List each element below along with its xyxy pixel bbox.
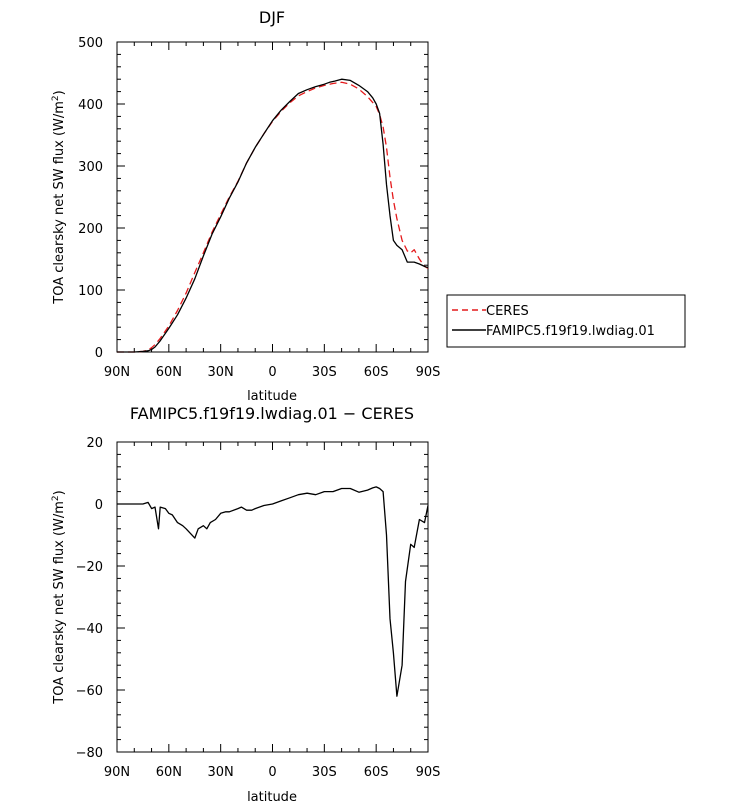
legend: CERES FAMIPC5.f19f19.lwdiag.01 [446, 294, 686, 348]
top-y-tick-label: 100 [78, 284, 103, 299]
bottom-chart-title: FAMIPC5.f19f19.lwdiag.01 − CERES [130, 404, 414, 423]
top-y-tick-label: 500 [78, 36, 103, 51]
bottom-ticks: 90N 60N 30N 0 30S 60S 90S −80 −60 −40 −20 0 20 [76, 436, 441, 780]
legend-label-ceres: CERES [486, 304, 529, 319]
bottom-y-axis-label: TOA clearsky net SW flux (W/m2) [51, 490, 67, 704]
top-y-axis-label-close: ) [52, 90, 67, 95]
legend-label-model: FAMIPC5.f19f19.lwdiag.01 [486, 324, 655, 339]
top-y-tick-label: 200 [78, 222, 103, 237]
top-x-tick-label: 30N [208, 365, 234, 380]
top-y-axis-label: TOA clearsky net SW flux (W/m2) [51, 90, 67, 304]
bottom-y-tick-label: −80 [76, 746, 103, 761]
top-y-tick-label: 400 [78, 98, 103, 113]
bottom-x-tick-label: 60S [364, 765, 389, 780]
bottom-x-tick-label: 90N [104, 765, 130, 780]
top-x-tick-label: 90N [104, 365, 130, 380]
top-series [117, 78, 429, 353]
top-x-tick-label: 0 [268, 365, 276, 380]
bottom-y-tick-label: −60 [76, 684, 103, 699]
top-y-axis-label-main: TOA clearsky net SW flux (W/m [52, 101, 67, 305]
top-x-tick-label: 60N [156, 365, 182, 380]
bottom-y-tick-label: 20 [86, 436, 103, 451]
top-plot-frame [116, 41, 429, 353]
top-y-axis-label-superscript: 2 [51, 95, 61, 101]
bottom-x-axis-label: latitude [247, 790, 297, 805]
legend-box [446, 294, 686, 348]
top-y-tick-label: 0 [95, 346, 103, 361]
bottom-series [117, 486, 429, 697]
bottom-x-tick-label: 30S [312, 765, 337, 780]
bottom-x-tick-label: 30N [208, 765, 234, 780]
bottom-x-tick-label: 0 [268, 765, 276, 780]
top-series-line-ceres [117, 81, 429, 353]
bottom-y-tick-label: −40 [76, 622, 103, 637]
top-chart-title: DJF [259, 8, 285, 27]
bottom-y-tick-label: −20 [76, 560, 103, 575]
bottom-plot-frame [116, 441, 429, 753]
top-series-line-famipc5-f19f19-lwdiag-01 [117, 78, 429, 353]
top-y-tick-label: 300 [78, 160, 103, 175]
bottom-y-axis-label-main: TOA clearsky net SW flux (W/m [52, 501, 67, 705]
top-panel: DJF 90N 60N 30N 0 30S 60S 90S0100200300400500 … [51, 8, 686, 404]
bottom-panel: FAMIPC5.f19f19.lwdiag.01 − CERES 90N 60N 3… [51, 404, 440, 805]
top-x-tick-label: 60S [364, 365, 389, 380]
bottom-y-axis-label-superscript: 2 [51, 495, 61, 501]
top-x-tick-label: 30S [312, 365, 337, 380]
top-x-tick-label: 90S [416, 365, 441, 380]
bottom-x-tick-label: 60N [156, 765, 182, 780]
bottom-y-tick-label: 0 [95, 498, 103, 513]
bottom-y-axis-label-close: ) [52, 490, 67, 495]
top-ticks: 90N 60N 30N 0 30S 60S 90S 0 100 200 300 400 500 [78, 36, 440, 380]
top-x-axis-label: latitude [247, 389, 297, 404]
bottom-series-line-difference [117, 486, 429, 697]
bottom-x-tick-label: 90S [416, 765, 441, 780]
